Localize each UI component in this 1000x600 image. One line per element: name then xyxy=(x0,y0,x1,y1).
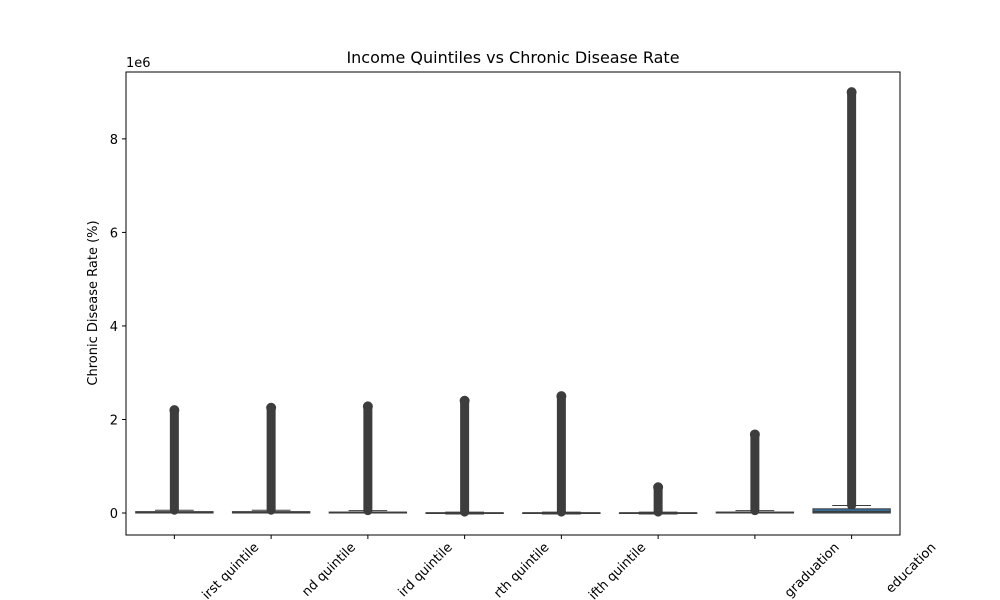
y-axis-label: Chronic Disease Rate (%) xyxy=(86,220,101,385)
chart-title: Income Quintiles vs Chronic Disease Rate xyxy=(346,48,679,67)
x-tick-label: irst quintile xyxy=(200,540,263,600)
outlier-max xyxy=(459,395,470,406)
outlier-max xyxy=(653,482,664,493)
x-tick-label: ifth quintile xyxy=(586,540,649,600)
y-tick-label: 6 xyxy=(110,226,118,241)
y-tick-label: 8 xyxy=(110,133,118,148)
y-offset-label: 1e6 xyxy=(126,56,151,71)
outlier-max xyxy=(169,405,180,416)
x-tick-label: education xyxy=(883,540,939,596)
outlier-max xyxy=(266,402,277,413)
x-tick-label: nd quintile xyxy=(299,540,359,600)
y-tick-label: 0 xyxy=(110,507,118,522)
y-tick-label: 2 xyxy=(110,413,118,428)
y-tick-label: 4 xyxy=(110,320,118,335)
outlier-max xyxy=(556,391,567,402)
outlier-max xyxy=(362,401,373,412)
x-tick-label: ird quintile xyxy=(396,540,456,600)
outlier-max xyxy=(846,87,857,98)
x-tick-label: rth quintile xyxy=(491,540,552,600)
x-tick-label: graduation xyxy=(782,540,843,600)
outlier-max xyxy=(749,429,760,440)
plot-frame xyxy=(125,71,901,536)
